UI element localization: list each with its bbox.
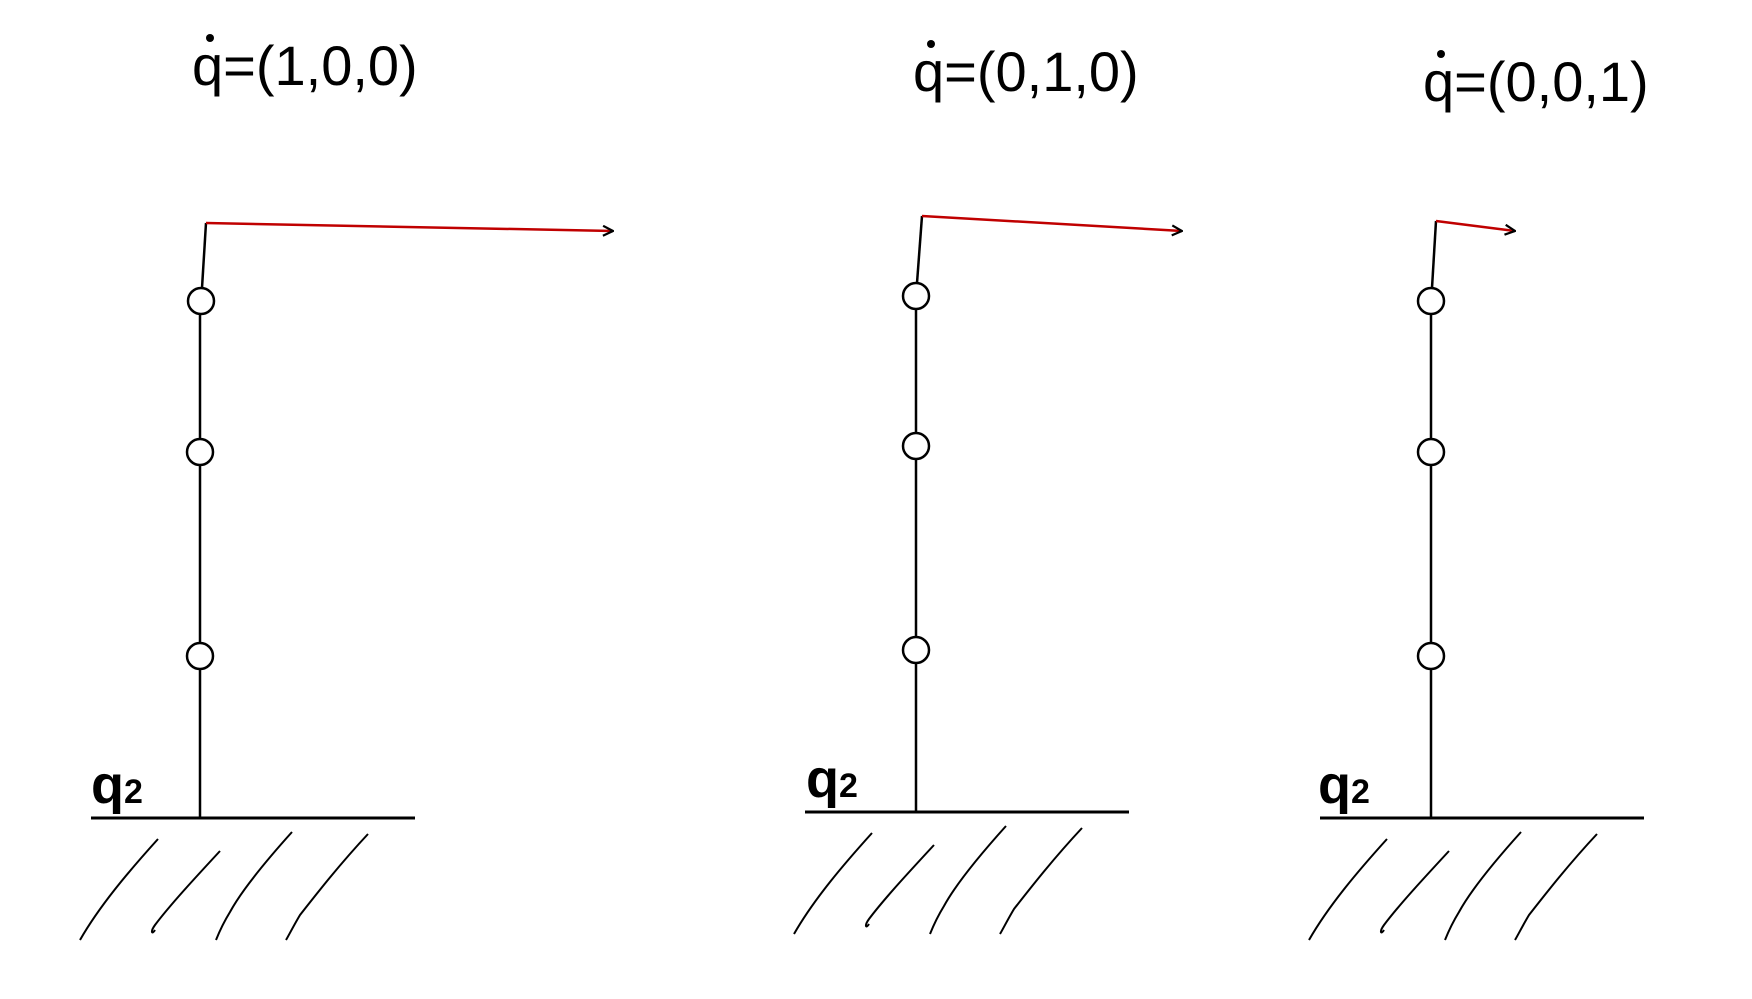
joint-3 [1416, 286, 1446, 316]
ground-hatching [793, 825, 1083, 935]
link-end [1430, 220, 1438, 289]
panel-2 [793, 214, 1182, 935]
joint-1 [1416, 641, 1446, 671]
joint-2 [185, 437, 215, 467]
joint-2 [901, 431, 931, 461]
joint-3 [186, 286, 216, 316]
velocity-arrow [1435, 219, 1515, 231]
panel-3-joint-var: q [1318, 755, 1351, 815]
joint-1 [901, 635, 931, 665]
panel-1 [79, 221, 613, 941]
panel-3-title: q=(0,0,1) [1423, 50, 1649, 113]
velocity-arrow [921, 214, 1182, 231]
velocity-arrow [205, 221, 613, 231]
ground-hatching [79, 831, 369, 941]
panel-1-title-value: =(1,0,0) [223, 34, 418, 97]
panel-3 [1308, 219, 1644, 941]
panel-1-title-var: q [192, 34, 224, 97]
link-end [915, 215, 924, 284]
panel-3-joint-label: q2 [1318, 758, 1370, 812]
panel-1-joint-label: q2 [91, 758, 143, 812]
panel-1-joint-var: q [91, 755, 124, 815]
panel-2-joint-var: q [806, 749, 839, 809]
panel-2-title: q=(0,1,0) [913, 40, 1139, 103]
panel-1-joint-sub: 2 [124, 773, 143, 811]
panel-2-title-var: q [913, 40, 945, 103]
joint-3 [901, 281, 931, 311]
panel-3-joint-sub: 2 [1351, 773, 1370, 811]
joint-2 [1416, 437, 1446, 467]
panel-3-title-value: =(0,0,1) [1454, 50, 1649, 113]
link-end [200, 222, 208, 289]
panel-3-title-var: q [1423, 50, 1455, 113]
panel-2-title-value: =(0,1,0) [944, 40, 1139, 103]
panel-1-title: q=(1,0,0) [192, 34, 418, 97]
joint-1 [185, 641, 215, 671]
panel-2-joint-sub: 2 [839, 767, 858, 805]
panel-2-joint-label: q2 [806, 752, 858, 806]
ground-hatching [1308, 831, 1598, 941]
